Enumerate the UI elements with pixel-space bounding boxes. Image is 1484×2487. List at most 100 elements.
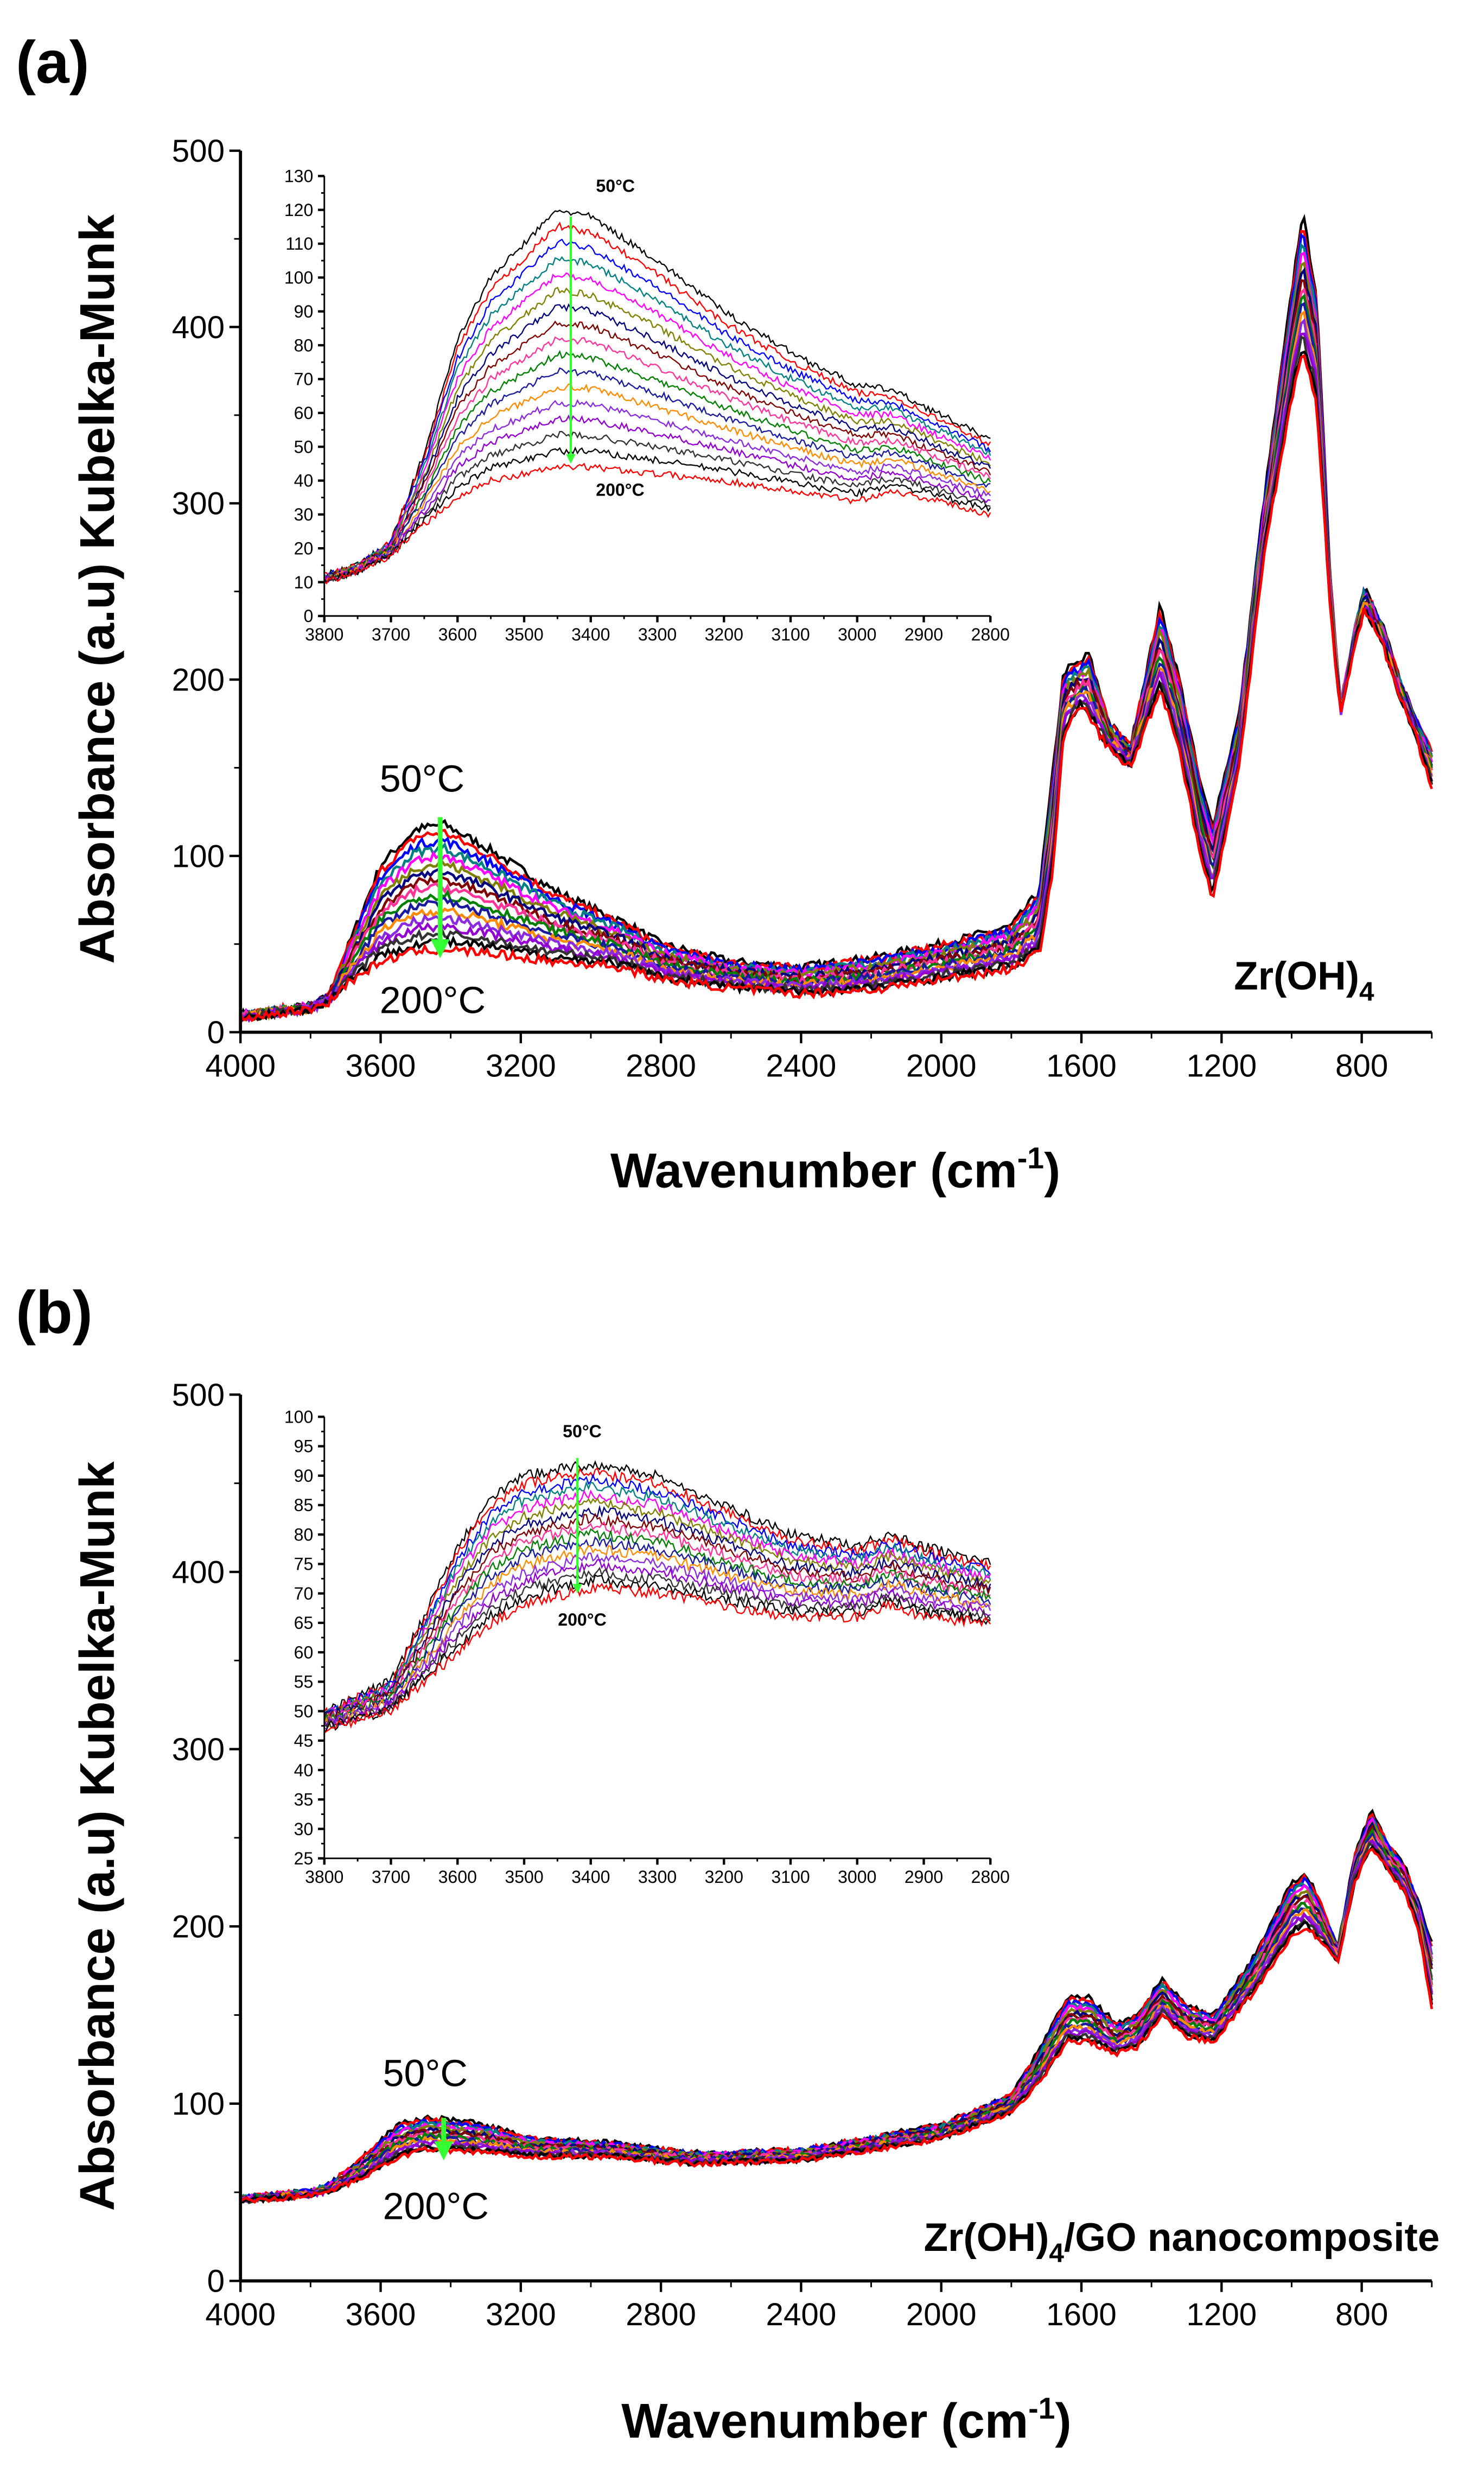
series-line-8 (323, 320, 991, 580)
panel-b-inset-plot: 25 30 35 40 45 50 55 60 65 70 75 80 85 90 95 100 3800 370… (284, 1407, 1010, 1887)
panel-b-inset-bottom-temp-label: 200°C (558, 1610, 606, 1629)
y-tick-label: 500 (172, 134, 225, 169)
y-tick-label: 500 (172, 1378, 225, 1413)
y-tick-label: 40 (294, 471, 314, 491)
x-axis-title-sup: -1 (1017, 1141, 1044, 1175)
sample-subscript: 4 (1359, 976, 1374, 1006)
y-tick-label: 300 (172, 486, 225, 522)
y-tick-label: 200 (172, 1909, 225, 1945)
x-axis-title-text: Wavenumber (cm (621, 2394, 1028, 2448)
x-tick-label: 2000 (906, 2297, 977, 2332)
series-line-5 (324, 272, 991, 579)
x-tick-label: 3200 (486, 1048, 556, 1083)
panel-b-inset-top-temp-label: 50°C (563, 1422, 602, 1441)
series-line-3 (324, 238, 991, 578)
x-tick-label: 3300 (638, 625, 677, 644)
panel-b-top-temp-label: 50°C (383, 2052, 468, 2095)
x-tick-label: 3700 (372, 1867, 410, 1887)
x-tick-label: 3100 (771, 1867, 810, 1887)
panel-b-sample-label: Zr(OH)4/GO nanocomposite (924, 2216, 1440, 2268)
series-line-17 (323, 1582, 991, 1734)
x-axis-title-text: Wavenumber (cm (610, 1143, 1017, 1198)
x-tick-label: 3400 (571, 1867, 610, 1887)
series-line-16 (323, 446, 991, 585)
series-line-12 (323, 383, 991, 581)
panel-a-inset-plot: 0 10 20 30 40 50 60 70 80 90 100 110 120 130 3800 3700 3… (284, 167, 1010, 645)
series-line-10 (323, 1528, 991, 1726)
x-tick-label: 3200 (705, 1867, 743, 1887)
series-line-11 (323, 1536, 991, 1725)
x-tick-label: 3000 (838, 1867, 876, 1887)
y-tick-label: 300 (172, 1732, 225, 1767)
x-tick-label: 2900 (905, 1867, 943, 1887)
x-tick-label: 1200 (1186, 2297, 1257, 2332)
y-tick-label: 80 (294, 1525, 314, 1544)
panel-a-y-axis-title: Absorbance (a.u) Kubelka-Munk (70, 214, 125, 964)
series-line-16 (323, 1574, 991, 1734)
y-tick-label: 120 (284, 200, 314, 220)
series-line-11 (323, 367, 991, 583)
panel-a-x-axis-title: Wavenumber (cm-1) (610, 1141, 1060, 1198)
x-axis-title-sup: -1 (1028, 2391, 1055, 2425)
x-tick-label: 3200 (705, 625, 743, 644)
y-tick-label: 30 (294, 505, 314, 524)
x-tick-label: 3600 (346, 2297, 416, 2332)
trend-arrow-head-icon (430, 939, 450, 959)
y-tick-label: 100 (284, 268, 314, 288)
y-tick-label: 70 (294, 1584, 314, 1603)
x-tick-label: 2800 (626, 2297, 696, 2332)
x-tick-label: 3600 (438, 1867, 477, 1887)
y-tick-label: 0 (303, 606, 313, 626)
x-tick-label: 3000 (838, 625, 876, 644)
x-tick-label: 3800 (305, 625, 343, 644)
y-tick-label: 100 (172, 839, 225, 874)
series-line-10 (323, 350, 991, 582)
series-line-9 (324, 336, 991, 582)
series-line-13 (324, 399, 991, 583)
y-tick-label: 25 (294, 1849, 314, 1868)
y-tick-label: 100 (172, 2086, 225, 2122)
x-axis-title-end: ) (1044, 1143, 1060, 1198)
x-tick-label: 4000 (205, 1048, 276, 1083)
y-tick-label: 40 (294, 1760, 314, 1780)
x-tick-label: 1200 (1186, 1048, 1257, 1083)
y-tick-label: 400 (172, 1555, 225, 1590)
series-line-7 (323, 1505, 991, 1718)
x-tick-label: 800 (1335, 2297, 1388, 2332)
y-tick-label: 20 (294, 538, 314, 558)
x-tick-label: 2400 (766, 2297, 837, 2332)
x-tick-label: 3400 (571, 625, 610, 644)
panel-b-x-axis-title: Wavenumber (cm-1) (621, 2391, 1071, 2448)
series-line-4 (323, 256, 991, 579)
x-tick-label: 3200 (486, 2297, 556, 2332)
series-line-1 (324, 1460, 991, 1714)
y-tick-label: 50 (294, 437, 314, 456)
y-tick-label: 200 (172, 663, 225, 698)
x-tick-label: 3600 (438, 625, 477, 644)
x-tick-label: 3800 (305, 1867, 343, 1887)
y-tick-label: 10 (294, 573, 314, 592)
x-tick-label: 1600 (1046, 2297, 1117, 2332)
y-tick-label: 35 (294, 1790, 314, 1810)
series-line-2 (324, 221, 991, 579)
panel-a-top-temp-label: 50°C (380, 758, 464, 800)
panel-a-inset-top-temp-label: 50°C (596, 176, 635, 195)
series-line-7 (323, 303, 991, 580)
sample-name: Zr(OH) (1234, 954, 1359, 998)
y-tick-label: 110 (285, 234, 313, 253)
y-tick-label: 0 (207, 2264, 225, 2299)
series-line-13 (324, 1552, 991, 1730)
y-tick-label: 90 (294, 1466, 314, 1486)
x-tick-label: 2900 (905, 625, 943, 644)
panel-b-main-plot: 0 100 200 300 400 500 4000 3600 3200 2800 2400 2000… (172, 1378, 1434, 2332)
y-tick-label: 70 (294, 370, 314, 389)
y-tick-label: 100 (284, 1407, 314, 1427)
x-tick-label: 4000 (205, 2297, 276, 2332)
y-tick-label: 65 (294, 1613, 314, 1633)
y-tick-label: 45 (294, 1731, 314, 1750)
y-tick-label: 0 (207, 1015, 225, 1050)
x-tick-label: 3500 (505, 1867, 543, 1887)
x-tick-label: 3100 (771, 625, 810, 644)
